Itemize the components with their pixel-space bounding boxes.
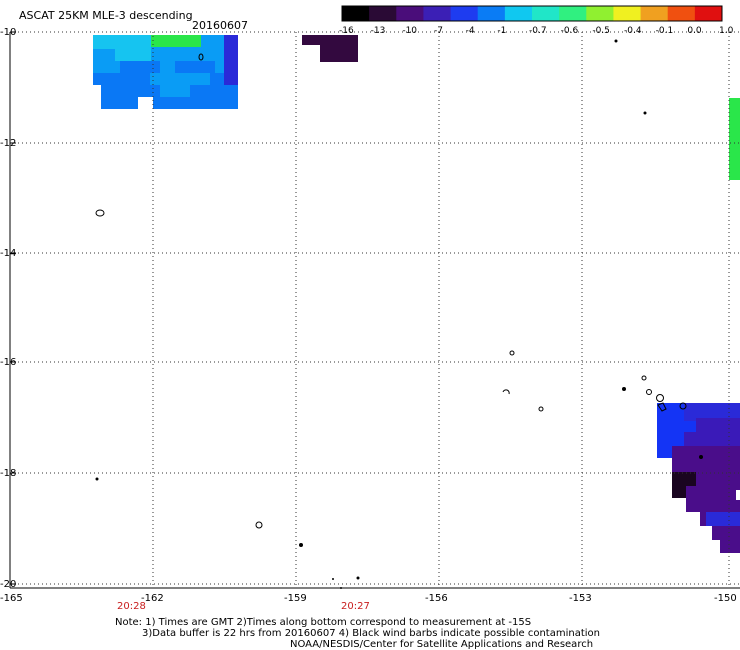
note-line-3: NOAA/NESDIS/Center for Satellite Applica…: [290, 639, 594, 650]
colorbar-segment: [667, 6, 696, 21]
island-outline: [622, 387, 626, 391]
wind-cell: [93, 61, 238, 73]
island-outline: [657, 402, 667, 412]
wind-cell: [93, 35, 151, 49]
island-outline: [656, 394, 664, 402]
wind-cell: [201, 35, 224, 47]
wind-cell: [101, 97, 138, 109]
wind-cell: [163, 35, 185, 43]
graticule: [9, 31, 740, 589]
time-label-2028: 20:28: [117, 601, 146, 612]
colorbar: [341, 5, 723, 22]
colorbar-label: -16: [339, 26, 354, 36]
colorbar-segment: [423, 6, 452, 21]
island-outline: [95, 209, 105, 217]
wind-data-layer: [93, 35, 740, 553]
island-outline: [299, 543, 303, 547]
colorbar-label: -0.4: [624, 26, 642, 36]
lat-label-14: -14: [0, 248, 17, 259]
colorbar-segment: [369, 6, 397, 21]
lon-label-153: -153: [569, 593, 592, 604]
colorbar-label: 0.0: [687, 26, 702, 36]
island-outline: [95, 477, 99, 481]
wind-cell: [720, 540, 740, 553]
colorbar-label: -4: [465, 26, 475, 36]
lon-label-156: -156: [425, 593, 448, 604]
wind-cell: [153, 97, 238, 109]
colorbar-segment: [342, 6, 370, 21]
wind-cell: [115, 49, 151, 61]
wind-cell: [224, 35, 238, 47]
wind-cell: [224, 73, 238, 85]
colorbar-label: -0.7: [529, 26, 547, 36]
colorbar-frame: [341, 5, 723, 22]
colorbar-segment: [640, 6, 669, 21]
island-outline: [646, 389, 652, 395]
colorbar-segment: [532, 6, 560, 21]
wind-cell: [684, 403, 740, 421]
island-outline: [643, 111, 647, 115]
island-outline: [614, 39, 618, 43]
wind-cell: [120, 61, 160, 73]
colorbar-segment: [694, 6, 723, 21]
wind-cell: [302, 35, 358, 45]
colorbar-segment: [586, 6, 614, 21]
wind-cell: [175, 61, 215, 73]
wind-cell: [320, 45, 358, 62]
island-outline: [509, 350, 515, 356]
island-outline: [332, 578, 334, 580]
island-outline: [502, 389, 510, 395]
lon-label-162: -162: [141, 593, 164, 604]
wind-cell: [151, 47, 238, 61]
wind-cell: [706, 512, 740, 526]
colorbar-label: -0.6: [560, 26, 579, 36]
colorbar-label: -13: [370, 26, 386, 36]
colorbar-segment: [559, 6, 587, 21]
coastlines: [95, 39, 703, 589]
island-outline: [679, 402, 687, 410]
wind-cell: [712, 526, 740, 540]
time-label-2027: 20:27: [341, 601, 370, 612]
wind-cell: [93, 49, 115, 61]
note-line-2: 3)Data buffer is 22 hrs from 20160607 4)…: [142, 628, 600, 639]
island-outline: [356, 576, 360, 580]
note-line-1: Note: 1) Times are GMT 2)Times along bot…: [115, 617, 532, 628]
island-outline: [340, 587, 342, 589]
island-outline: [641, 375, 647, 381]
wind-cell: [150, 73, 210, 85]
product-title: ASCAT 25KM MLE-3 descending: [19, 9, 193, 22]
wind-cell: [160, 85, 190, 97]
colorbar-segment: [504, 6, 533, 21]
wind-cell: [729, 98, 740, 180]
colorbar-label: -0.1: [655, 26, 674, 36]
colorbar-segment: [613, 6, 642, 21]
lat-label-12: -12: [0, 138, 17, 149]
lat-label-10: -10: [0, 27, 17, 38]
colorbar-segment: [450, 6, 479, 21]
island-outline: [255, 521, 263, 529]
colorbar-label: -7: [434, 26, 443, 36]
colorbar-segment: [477, 6, 506, 21]
lat-label-16: -16: [0, 357, 17, 368]
lat-label-18: -18: [0, 468, 17, 479]
lon-label-159: -159: [284, 593, 307, 604]
island-outline: [699, 455, 703, 459]
colorbar-label: -1: [497, 26, 507, 36]
wind-cell: [224, 61, 238, 73]
product-date: 20160607: [192, 19, 248, 32]
colorbar-label: -0.5: [592, 26, 610, 36]
lon-label-165: -165: [0, 593, 23, 604]
colorbar-label: 1.0: [719, 26, 734, 36]
colorbar-label: -10: [402, 26, 418, 36]
island-outline: [538, 406, 544, 412]
lon-label-150: -150: [714, 593, 737, 604]
colorbar-segment: [396, 6, 424, 21]
island-outline: [198, 53, 204, 61]
wind-cell: [224, 47, 238, 61]
lat-label-20: -20: [0, 579, 17, 590]
